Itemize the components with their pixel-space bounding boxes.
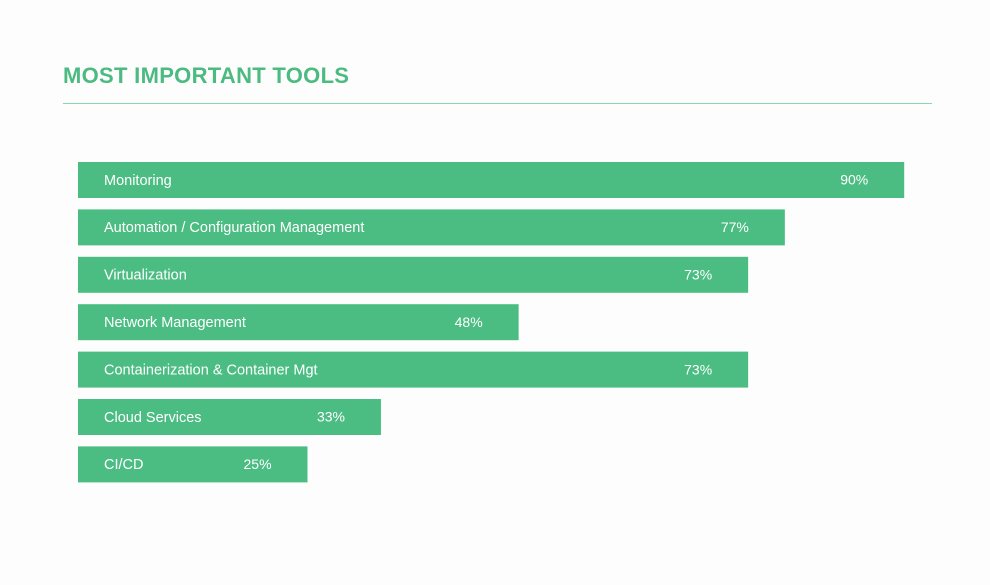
bar xyxy=(78,304,519,341)
bar xyxy=(78,446,308,483)
value-label: 73% xyxy=(684,361,712,377)
category-label: Containerization & Container Mgt xyxy=(104,362,318,378)
bar xyxy=(78,399,381,435)
value-label: 73% xyxy=(684,267,712,283)
category-label: CI/CD xyxy=(104,457,143,473)
value-label: 48% xyxy=(455,314,483,330)
value-label: 25% xyxy=(244,456,272,472)
category-label: Cloud Services xyxy=(104,410,202,426)
category-label: Automation / Configuration Management xyxy=(104,220,364,236)
value-label: 77% xyxy=(721,219,749,235)
category-label: Virtualization xyxy=(104,268,187,284)
category-label: Network Management xyxy=(104,315,246,331)
bar xyxy=(78,351,749,388)
bar xyxy=(78,162,905,198)
value-label: 90% xyxy=(840,172,868,188)
category-label: Monitoring xyxy=(104,173,172,189)
value-label: 33% xyxy=(317,409,345,425)
chart-title: MOST IMPORTANT TOOLS xyxy=(63,63,349,88)
bar xyxy=(78,256,749,293)
bar xyxy=(78,209,785,246)
